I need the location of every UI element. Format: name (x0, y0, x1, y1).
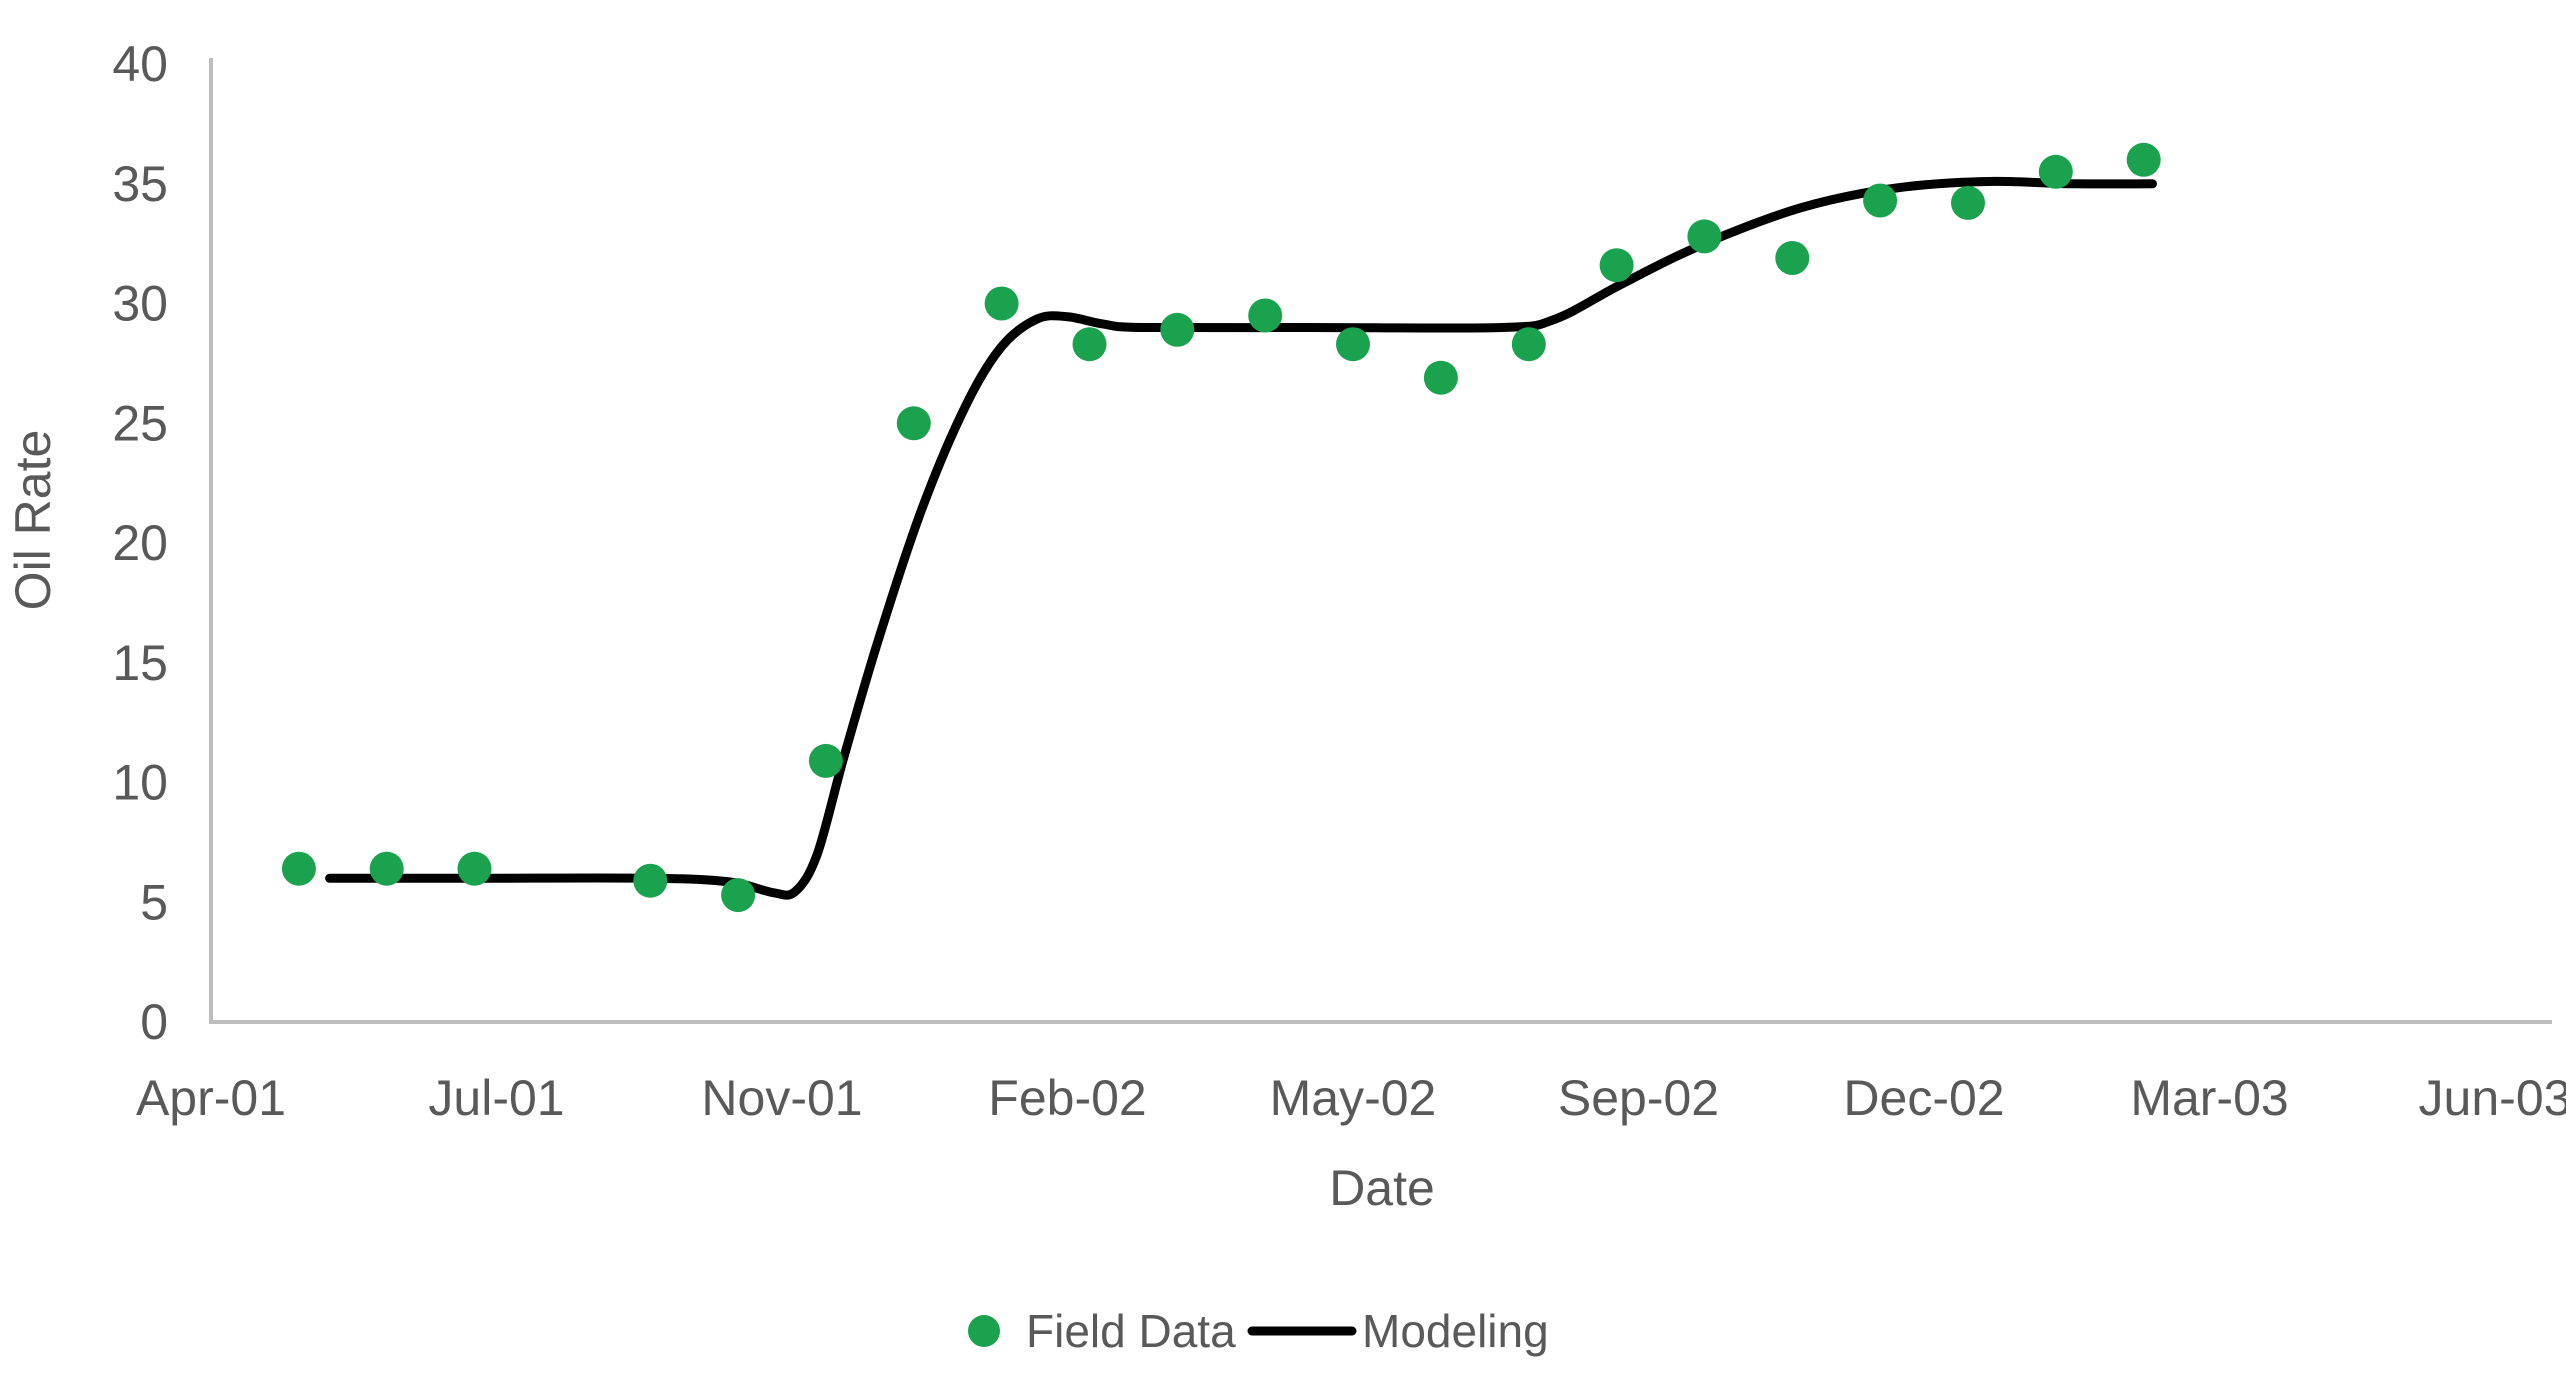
field-data-point (1775, 241, 1810, 275)
legend: Field Data Modeling (968, 1305, 1549, 1357)
field-data-point (1423, 360, 1458, 395)
field-data-point (1687, 219, 1722, 254)
y-tick-label: 15 (112, 635, 168, 691)
y-axis-tick-labels: 0 5 10 15 20 25 30 35 40 (112, 36, 168, 1050)
field-data-point (1951, 185, 1985, 220)
x-tick-label: May-02 (1270, 1070, 1437, 1126)
field-data-point (1863, 183, 1898, 218)
x-tick-label: Dec-02 (1843, 1070, 2004, 1126)
plot-area: 0 5 10 15 20 25 30 35 40 Apr-01 Jul-01 Nov-01 Feb-0… (112, 36, 2566, 1126)
field-data-point (1336, 327, 1370, 362)
legend-field-data-label: Field Data (1026, 1305, 1236, 1357)
field-data-point (369, 851, 404, 886)
field-data-point (2038, 154, 2073, 189)
y-tick-label: 5 (140, 874, 168, 930)
y-tick-label: 25 (112, 395, 168, 451)
modeling-line-series (325, 176, 2157, 900)
x-tick-label: Jul-01 (428, 1070, 564, 1126)
x-axis-tick-labels: Apr-01 Jul-01 Nov-01 Feb-02 May-02 Sep-02 Dec-… (136, 1070, 2566, 1126)
field-data-point (1599, 248, 1634, 283)
y-tick-label: 35 (112, 156, 168, 212)
field-data-point (896, 406, 931, 441)
y-tick-label: 10 (112, 755, 168, 811)
field-data-point (633, 863, 668, 898)
field-data-point (1511, 327, 1546, 362)
field-data-point (1072, 327, 1107, 362)
field-data-point (984, 286, 1019, 321)
x-tick-label: Nov-01 (701, 1070, 862, 1126)
y-tick-label: 30 (112, 276, 168, 332)
legend-modeling-label: Modeling (1362, 1305, 1549, 1357)
field-data-point (2126, 142, 2161, 177)
x-tick-label: Sep-02 (1558, 1070, 1719, 1126)
field-data-point (808, 743, 843, 778)
y-tick-label: 20 (112, 515, 168, 571)
field-data-point (1160, 312, 1195, 347)
field-data-point (721, 878, 756, 913)
y-axis-title: Oil Rate (5, 430, 61, 611)
field-data-point (281, 851, 316, 886)
x-tick-label: Feb-02 (988, 1070, 1146, 1126)
field-data-point (1248, 298, 1283, 333)
y-tick-label: 40 (112, 36, 168, 92)
y-tick-label: 0 (140, 994, 168, 1050)
x-axis-title: Date (1329, 1160, 1435, 1216)
x-tick-label: Apr-01 (136, 1070, 286, 1126)
field-data-point (457, 851, 492, 886)
legend-field-data-marker-icon (968, 1315, 1000, 1347)
x-tick-label: Jun-03 (2419, 1070, 2566, 1126)
x-tick-label: Mar-03 (2130, 1070, 2288, 1126)
field-data-series (281, 142, 2161, 913)
